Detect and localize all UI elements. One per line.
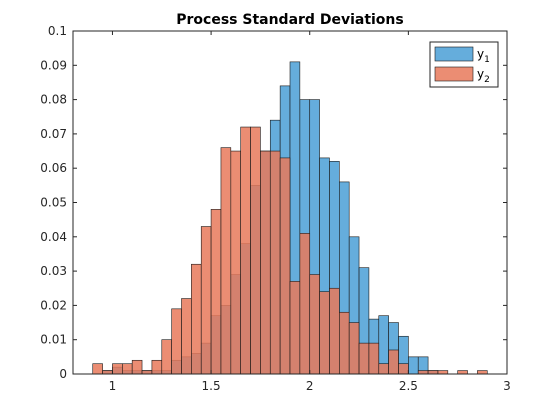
legend-label-1: y1 xyxy=(477,47,490,65)
series-2-bar xyxy=(289,281,301,375)
series-2-bar xyxy=(437,370,449,375)
legend-label-2: y2 xyxy=(477,67,490,85)
x-tick-label: 1 xyxy=(109,379,117,393)
series-2-bar xyxy=(477,370,488,375)
series-2-bar xyxy=(122,363,133,375)
series-2-bar xyxy=(230,150,241,375)
chart-title: Process Standard Deviations xyxy=(176,12,403,28)
bars-layer xyxy=(92,61,488,375)
series-2-bar xyxy=(269,150,281,375)
y-tick-label: 0.1 xyxy=(48,24,67,38)
series-2-bar xyxy=(339,311,350,375)
series-2-bar xyxy=(141,370,153,375)
series-2-bar xyxy=(112,363,123,375)
y-tick-label: 0.06 xyxy=(40,161,67,175)
series-2-bar xyxy=(131,359,143,375)
y-tick-label: 0 xyxy=(59,367,67,381)
y-tick-label: 0.04 xyxy=(40,230,67,244)
series-2-bar xyxy=(171,308,182,375)
series-2-bar xyxy=(319,291,330,375)
series-2-bar xyxy=(329,287,340,375)
y-tick-label: 0.03 xyxy=(40,264,67,278)
series-2-bar xyxy=(161,339,172,375)
legend-swatch-2 xyxy=(434,66,474,82)
series-2-bar xyxy=(151,359,163,375)
series-2-bar xyxy=(388,349,399,375)
series-2-bar xyxy=(417,370,429,375)
series-1-bar xyxy=(408,356,419,375)
series-2-bar xyxy=(427,370,439,375)
y-tick-label: 0.08 xyxy=(40,93,67,107)
series-2-bar xyxy=(309,274,320,375)
x-tick-label: 2 xyxy=(306,379,314,393)
y-tick-label: 0.05 xyxy=(40,196,67,210)
series-2-bar xyxy=(299,233,311,375)
series-2-bar xyxy=(348,322,360,375)
series-2-bar xyxy=(457,370,468,375)
series-2-bar xyxy=(210,209,222,375)
y-tick-label: 0.07 xyxy=(40,127,67,141)
series-2-bar xyxy=(368,342,380,375)
x-tick-label: 3 xyxy=(503,379,511,393)
series-2-bar xyxy=(181,298,192,375)
legend-swatch-1 xyxy=(434,46,474,62)
series-2-bar xyxy=(240,126,251,375)
series-2-bar xyxy=(92,363,103,375)
series-2-bar xyxy=(191,263,202,375)
series-2-bar xyxy=(220,147,232,375)
ticks-layer: 1 1.5 2 2.5 3 0 0.01 0.02 0.03 0.04 0.05 0.06 0.07 0.… xyxy=(40,24,511,393)
x-tick-label: 1.5 xyxy=(202,379,221,393)
series-2-bar xyxy=(102,370,113,375)
y-tick-label: 0.02 xyxy=(40,298,67,312)
series-2-bar xyxy=(398,363,409,375)
y-tick-label: 0.09 xyxy=(40,58,67,72)
series-2-bar xyxy=(378,363,389,375)
series-2-bar xyxy=(279,157,291,375)
series-2-bar xyxy=(250,126,261,375)
series-2-bar xyxy=(260,150,271,375)
x-tick-label: 2.5 xyxy=(399,379,418,393)
series-2-bar xyxy=(358,342,370,375)
y-tick-label: 0.01 xyxy=(40,333,67,347)
series-2-bar xyxy=(200,226,212,375)
